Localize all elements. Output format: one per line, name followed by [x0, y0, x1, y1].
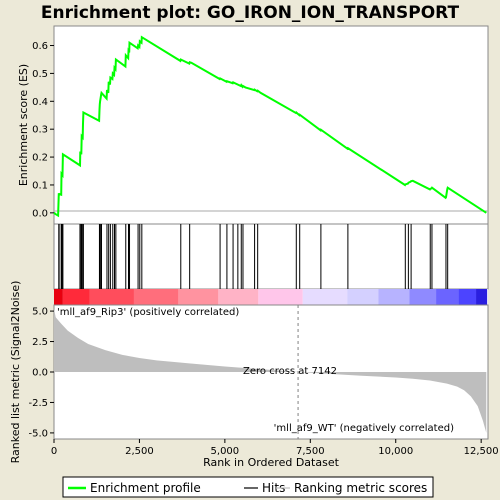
- colorbar-segment: [409, 289, 437, 305]
- colorbar-segment: [62, 289, 90, 305]
- metric-x-tick-label: 7,500: [296, 446, 325, 457]
- colorbar-segment: [54, 289, 63, 305]
- colorbar-segment: [178, 289, 219, 305]
- metric-y-tick-label: 2.5: [32, 337, 48, 348]
- positive-correlation-label: 'mll_af9_Rip3' (positively correlated): [57, 307, 239, 318]
- es-y-tick-label: 0.5: [32, 69, 48, 80]
- colorbar-segment: [436, 289, 459, 305]
- metric-y-tick-label: 0.0: [32, 368, 48, 379]
- es-y-tick-label: 0.1: [32, 180, 48, 191]
- hit-markers: [58, 224, 449, 289]
- colorbar-segment: [347, 289, 379, 305]
- enrichment-panel: 0.0 0.1 0.2 0.3 0.4 0.5 0.6 Enrichment score (…: [17, 25, 489, 225]
- enrichment-profile-line: [53, 35, 487, 218]
- es-y-tick-label: 0.0: [32, 208, 48, 219]
- hits-panel: [53, 223, 489, 290]
- es-y-tick-label: 0.2: [32, 153, 48, 164]
- es-y-axis-label: Enrichment score (ES): [17, 64, 30, 186]
- metric-x-axis: 0 2,500 5,000 7,500 10,000 12,500: [51, 439, 499, 457]
- legend-label: Hits: [262, 481, 285, 495]
- colorbar-segment: [133, 289, 179, 305]
- colorbar-segment: [218, 289, 259, 305]
- legend-label: Ranking metric scores: [294, 481, 427, 495]
- zero-cross-label: Zero cross at 7142: [243, 366, 337, 377]
- enrichment-plot-area: [53, 25, 489, 225]
- metric-y-axis-label: Ranked list metric (Signal2Noise): [9, 281, 22, 464]
- es-y-tick-label: 0.6: [32, 41, 48, 52]
- hits-plot-area: [53, 223, 489, 290]
- metric-y-tick-label: 5.0: [32, 307, 48, 318]
- colorbar-segment: [302, 289, 348, 305]
- page-title: Enrichment plot: GO_IRON_ION_TRANSPORT: [41, 3, 460, 23]
- metric-x-tick-label: 0: [51, 446, 57, 457]
- metric-y-axis: -5.0 -2.5 0.0 2.5 5.0: [28, 307, 54, 439]
- colorbar-segment: [458, 289, 477, 305]
- rank-colorbar: [54, 289, 488, 305]
- colorbar-segments: [54, 289, 488, 305]
- negative-correlation-label: 'mll_af9_WT' (negatively correlated): [274, 423, 454, 434]
- es-y-tick-label: 0.4: [32, 97, 48, 108]
- colorbar-segment: [89, 289, 134, 305]
- metric-x-tick-label: 12,500: [464, 446, 499, 457]
- legend-box: [62, 476, 434, 498]
- es-y-axis: 0.0 0.1 0.2 0.3 0.4 0.5 0.6: [32, 41, 54, 219]
- metric-x-tick-label: 10,000: [378, 446, 413, 457]
- ranking-metric-area: [54, 308, 487, 433]
- metric-y-tick-label: -2.5: [28, 398, 48, 409]
- ranked-metric-panel: Zero cross at 7142 'mll_af9_Rip3' (posit…: [9, 281, 499, 469]
- legend-label: Enrichment profile: [90, 481, 201, 495]
- es-y-tick-label: 0.3: [32, 125, 48, 136]
- metric-x-tick-label: 5,000: [211, 446, 240, 457]
- metric-x-tick-label: 2,500: [125, 446, 154, 457]
- colorbar-segment: [258, 289, 303, 305]
- colorbar-segment: [378, 289, 410, 305]
- metric-x-axis-label: Rank in Ordered Dataset: [203, 456, 340, 469]
- colorbar-segment: [476, 289, 488, 305]
- metric-y-tick-label: -5.0: [28, 428, 48, 439]
- legend: Enrichment profile Hits Ranking metric sco…: [62, 476, 434, 498]
